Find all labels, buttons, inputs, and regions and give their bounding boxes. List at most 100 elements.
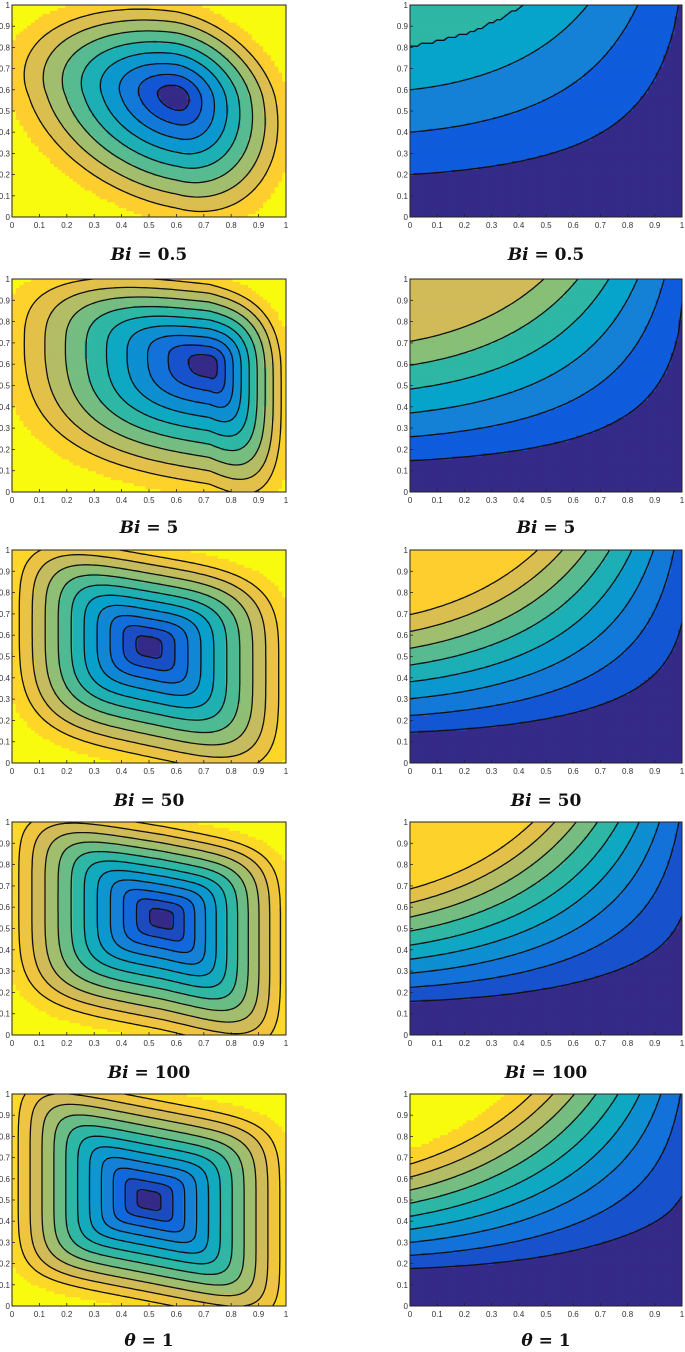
- y-tick-label: 0.9: [397, 296, 409, 305]
- x-tick-label: 0.5: [540, 1039, 552, 1048]
- y-tick-label: 0.4: [0, 946, 11, 955]
- x-tick-label: 0.9: [649, 1310, 661, 1319]
- y-tick-label: 0.6: [0, 631, 11, 640]
- panel-caption: Bi = 50: [510, 791, 582, 811]
- contour-fill: [410, 822, 682, 1035]
- y-tick-label: 0.2: [0, 445, 11, 454]
- x-tick-label: 0.3: [89, 1310, 101, 1319]
- x-tick-label: 0.2: [61, 1310, 73, 1319]
- x-tick-label: 0.6: [568, 767, 580, 776]
- contour-line-5: [80, 41, 241, 169]
- x-tick-label: 0.1: [34, 1039, 46, 1048]
- y-tick-label: 0.7: [397, 610, 409, 619]
- x-tick-label: 0.1: [432, 1039, 444, 1048]
- contour-lines: [18, 550, 280, 763]
- x-tick-label: 0.2: [61, 1039, 73, 1048]
- contour-line-9: [23, 279, 282, 492]
- y-tick-label: 0.1: [397, 1010, 409, 1019]
- caption-relation: =: [529, 245, 555, 265]
- y-tick-label: 0.6: [397, 903, 409, 912]
- contour-line-6: [410, 1094, 597, 1204]
- y-tick-label: 0.8: [397, 861, 409, 870]
- contour-line-4: [410, 5, 524, 47]
- x-tick-label: 0.5: [143, 1039, 155, 1048]
- y-tick-label: 0.5: [0, 382, 11, 391]
- y-tick-label: 1: [6, 818, 11, 827]
- y-tick-label: 0.1: [0, 1281, 11, 1290]
- x-tick-label: 0: [408, 1039, 413, 1048]
- contour-line-4: [99, 52, 228, 155]
- contour-line-7: [410, 822, 577, 918]
- contour-line-6: [83, 860, 228, 988]
- x-tick-label: 0: [10, 767, 15, 776]
- contour-lines: [410, 550, 682, 733]
- y-tick-label: 0.9: [0, 839, 11, 848]
- y-tick-label: 0: [6, 1031, 11, 1040]
- contour-line-5: [83, 594, 215, 709]
- caption-value: 1: [559, 1331, 571, 1351]
- caption-symbol: θ: [124, 1331, 136, 1351]
- x-tick-label: 1: [680, 496, 685, 505]
- y-tick-label: 1: [404, 1, 409, 10]
- contour-lines: [410, 1094, 682, 1270]
- caption-symbol: Bi: [110, 245, 132, 265]
- y-tick-label: 0.8: [0, 43, 11, 52]
- contour-panel-5: 0 0.1 0.2 0.3 0.4 0.5 0.6 0.7 0.8 0.9 1 0 0.1 0.2 0.3 0…: [0, 546, 289, 811]
- x-tick-label: 0.7: [198, 221, 210, 230]
- contour-line-5: [410, 1094, 619, 1217]
- y-tick-label: 1: [6, 546, 11, 555]
- x-tick-label: 0.6: [568, 1039, 580, 1048]
- x-tick-label: 0.8: [622, 1310, 634, 1319]
- caption-value: 5: [564, 518, 576, 538]
- contour-line-1: [188, 353, 218, 380]
- caption-relation: =: [526, 1063, 552, 1083]
- panel-caption: Bi = 5: [119, 518, 179, 538]
- x-tick-label: 0.7: [198, 767, 210, 776]
- x-tick-label: 0.9: [253, 496, 265, 505]
- contour-lines: [410, 5, 679, 176]
- contour-line-2: [410, 550, 675, 717]
- contour-line-7: [410, 550, 564, 633]
- contour-lines: [410, 279, 682, 462]
- y-tick-label: 0.4: [0, 674, 11, 683]
- x-tick-label: 0.1: [432, 221, 444, 230]
- y-tick-label: 0.3: [0, 967, 11, 976]
- contour-line-2: [410, 822, 680, 988]
- x-tick-label: 0.5: [540, 767, 552, 776]
- caption-relation: =: [537, 518, 563, 538]
- y-tick-label: 0.4: [397, 946, 409, 955]
- y-tick-label: 0.2: [0, 1260, 11, 1269]
- y-tick-label: 0.9: [0, 296, 11, 305]
- x-tick-label: 0.1: [34, 1310, 46, 1319]
- y-tick-label: 1: [404, 546, 409, 555]
- contour-line-6: [76, 1135, 222, 1265]
- y-tick-label: 0.2: [0, 716, 11, 725]
- x-tick-label: 0.9: [649, 496, 661, 505]
- x-tick-label: 0.6: [568, 496, 580, 505]
- x-tick-label: 0.3: [486, 1310, 498, 1319]
- x-tick-label: 1: [680, 767, 685, 776]
- x-tick-label: 0.4: [116, 767, 128, 776]
- contour-line-2: [410, 5, 639, 133]
- contour-line-5: [410, 550, 611, 666]
- contour-panel-2: 0 0.1 0.2 0.3 0.4 0.5 0.6 0.7 0.8 0.9 1 0 0.1 0.2 0.3 0…: [397, 1, 685, 265]
- x-tick-label: 0.8: [622, 767, 634, 776]
- y-tick-label: 0.5: [397, 382, 409, 391]
- x-tick-label: 0.8: [622, 496, 634, 505]
- y-tick-label: 1: [404, 1090, 409, 1099]
- x-tick-label: 0.2: [459, 1310, 471, 1319]
- contour-line-9: [31, 554, 267, 758]
- x-tick-label: 1: [680, 1310, 685, 1319]
- y-tick-label: 0.8: [0, 1132, 11, 1141]
- contour-line-2: [124, 1178, 174, 1222]
- contour-line-6: [70, 584, 228, 721]
- contour-panel-1: 0 0.1 0.2 0.3 0.4 0.5 0.6 0.7 0.8 0.9 1 0 0.1 0.2 0.3 0…: [0, 1, 289, 265]
- contour-line-4: [410, 822, 640, 960]
- y-tick-label: 0: [6, 759, 11, 768]
- y-tick-label: 0.5: [0, 107, 11, 116]
- caption-value: 0.5: [555, 245, 585, 265]
- y-tick-label: 0.2: [397, 171, 409, 180]
- x-tick-label: 0.8: [622, 221, 634, 230]
- contour-lines: [18, 822, 282, 1035]
- contour-line-4: [126, 325, 242, 423]
